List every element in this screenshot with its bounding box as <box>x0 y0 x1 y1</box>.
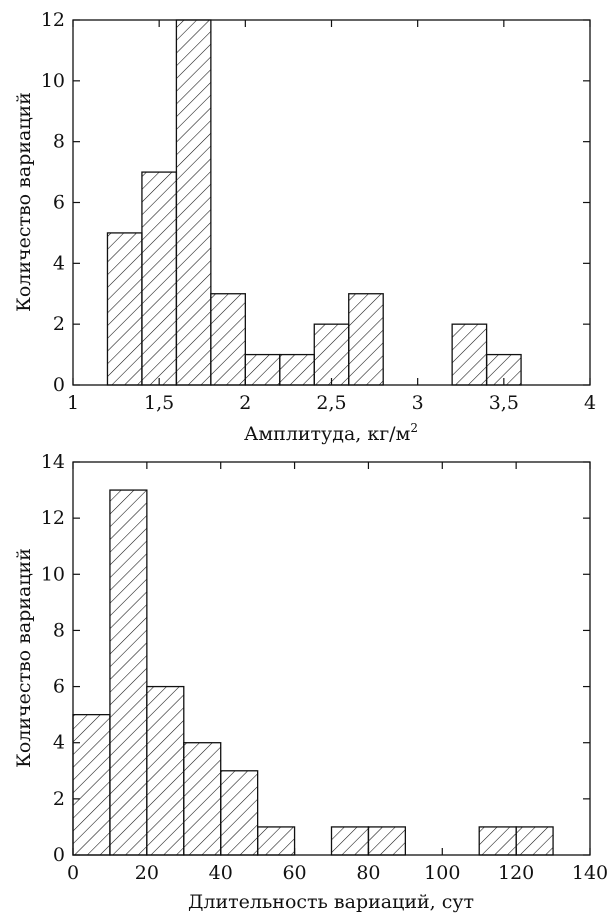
chart-amplitude-ytick-label: 10 <box>41 70 65 92</box>
chart-amplitude-ytick-label: 2 <box>53 313 65 335</box>
chart-duration-bar <box>330 826 370 856</box>
chart-amplitude-xtick-label: 3 <box>412 392 424 414</box>
chart-duration-ticks <box>72 461 591 856</box>
chart-amplitude-xlabel: Амплитуда, кг/м2 <box>244 421 418 445</box>
chart-amplitude-ytick-label: 8 <box>53 131 65 153</box>
chart-amplitude-bar <box>279 353 315 386</box>
chart-duration: 0 2 4 6 8 10 12 14 0 20 40 60 80 100 120 140 Длительно… <box>13 451 608 913</box>
chart-duration-xtick-label: 60 <box>282 862 306 884</box>
chart-duration-ytick-label: 2 <box>53 788 65 810</box>
chart-amplitude-bar <box>348 293 384 386</box>
chart-duration-xtick-label: 80 <box>356 862 380 884</box>
chart-amplitude-xtick-label: 4 <box>584 392 596 414</box>
chart-duration-bar <box>220 770 259 856</box>
chart-amplitude-ylabel: Количество вариаций <box>13 92 35 312</box>
chart-amplitude-ytick-label: 4 <box>53 252 65 274</box>
chart-duration-xtick-label: 40 <box>209 862 233 884</box>
chart-amplitude-bar <box>175 19 212 386</box>
chart-duration-ylabel: Количество вариаций <box>13 548 35 768</box>
chart-amplitude-xtick-labels: 1 1,5 2 2,5 3 3,5 4 <box>67 392 596 414</box>
chart-amplitude-xtick-label: 1,5 <box>144 392 174 414</box>
chart-amplitude-ytick-labels: 0 2 4 6 8 10 12 <box>41 9 65 396</box>
chart-duration-bar <box>146 685 185 856</box>
chart-duration-xtick-label: 100 <box>424 862 460 884</box>
chart-duration-ytick-label: 14 <box>41 451 65 473</box>
chart-duration-bar <box>72 713 111 856</box>
chart-duration-ytick-label: 8 <box>53 619 65 641</box>
chart-amplitude-bar <box>141 171 178 386</box>
chart-duration-xtick-label: 0 <box>67 862 79 884</box>
chart-amplitude-bars <box>106 19 522 386</box>
chart-duration-bars <box>72 489 554 856</box>
chart-duration-bar <box>515 826 554 856</box>
chart-duration-xtick-label: 120 <box>498 862 534 884</box>
chart-amplitude-bar <box>451 323 488 386</box>
chart-duration-xtick-label: 140 <box>572 862 608 884</box>
chart-duration-ytick-labels: 0 2 4 6 8 10 12 14 <box>41 451 65 866</box>
chart-duration-bar <box>478 826 517 856</box>
chart-duration-ytick-label: 12 <box>41 507 65 529</box>
chart-amplitude-bar <box>106 232 143 386</box>
chart-duration-bar <box>256 826 296 856</box>
chart-amplitude-ytick-label: 12 <box>41 9 65 31</box>
chart-duration-bar <box>109 489 148 856</box>
chart-amplitude-xtick-label: 3,5 <box>489 392 519 414</box>
chart-amplitude-xtick-label: 2,5 <box>316 392 346 414</box>
chart-duration-ytick-label: 4 <box>53 732 65 754</box>
chart-duration-bar <box>367 826 407 856</box>
chart-amplitude-bar <box>244 353 281 386</box>
chart-duration-ytick-label: 6 <box>53 676 65 698</box>
chart-duration-xtick-labels: 0 20 40 60 80 100 120 140 <box>67 862 608 884</box>
chart-duration-ytick-label: 10 <box>41 563 65 585</box>
chart-duration-ytick-label: 0 <box>53 844 65 866</box>
chart-amplitude-xtick-label: 1 <box>67 392 79 414</box>
chart-amplitude-ytick-label: 0 <box>53 374 65 396</box>
chart-amplitude-xtick-label: 2 <box>239 392 251 414</box>
chart-amplitude-bar <box>210 293 246 386</box>
chart-amplitude-ticks <box>72 19 591 386</box>
chart-duration-bar <box>183 742 222 856</box>
chart-amplitude: 0 2 4 6 8 10 12 1 1,5 2 2,5 3 3,5 4 Амплитуда, кг/м2… <box>13 9 596 445</box>
chart-duration-xlabel: Длительность вариаций, сут <box>188 891 474 913</box>
chart-duration-frame <box>72 461 591 856</box>
chart-amplitude-bar <box>313 323 350 386</box>
chart-amplitude-ytick-label: 6 <box>53 192 65 214</box>
chart-duration-xtick-label: 20 <box>135 862 159 884</box>
